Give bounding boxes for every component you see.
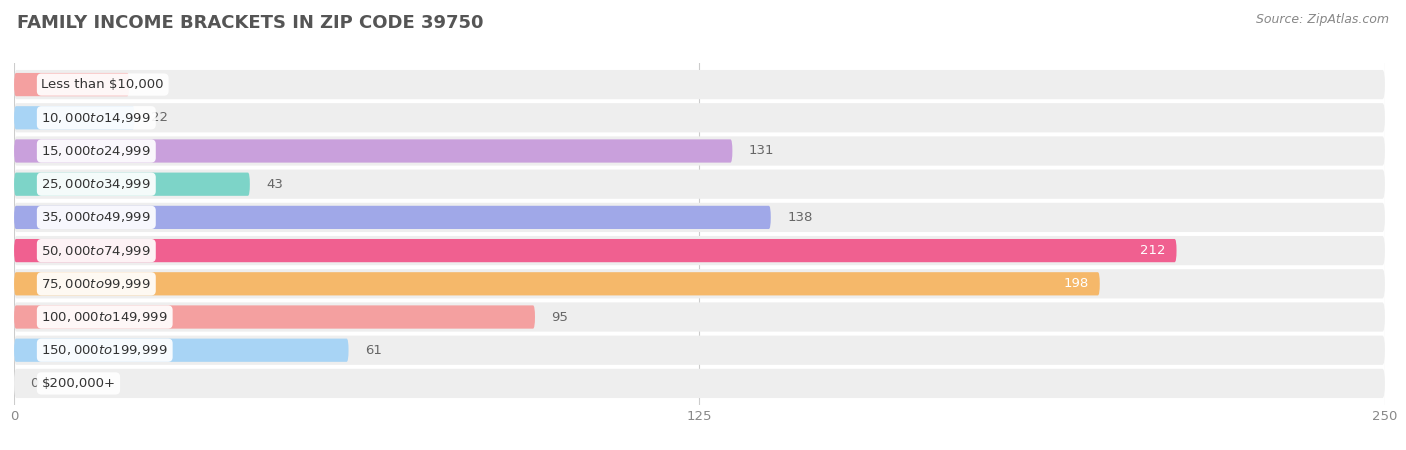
- Text: 95: 95: [551, 310, 568, 324]
- Text: 198: 198: [1063, 277, 1088, 290]
- FancyBboxPatch shape: [14, 203, 1385, 232]
- Text: 212: 212: [1140, 244, 1166, 257]
- FancyBboxPatch shape: [14, 140, 733, 162]
- Text: $100,000 to $149,999: $100,000 to $149,999: [42, 310, 167, 324]
- Text: $10,000 to $14,999: $10,000 to $14,999: [42, 111, 152, 125]
- Text: $15,000 to $24,999: $15,000 to $24,999: [42, 144, 152, 158]
- FancyBboxPatch shape: [14, 70, 1385, 99]
- FancyBboxPatch shape: [14, 369, 1385, 398]
- FancyBboxPatch shape: [14, 170, 1385, 199]
- FancyBboxPatch shape: [14, 336, 1385, 365]
- FancyBboxPatch shape: [14, 172, 250, 196]
- Text: $75,000 to $99,999: $75,000 to $99,999: [42, 277, 152, 291]
- Text: $35,000 to $49,999: $35,000 to $49,999: [42, 211, 152, 225]
- Text: Source: ZipAtlas.com: Source: ZipAtlas.com: [1256, 14, 1389, 27]
- FancyBboxPatch shape: [14, 338, 349, 362]
- Text: 131: 131: [749, 144, 775, 158]
- Text: 43: 43: [266, 178, 283, 191]
- FancyBboxPatch shape: [14, 272, 1099, 296]
- Text: 138: 138: [787, 211, 813, 224]
- Text: 22: 22: [152, 111, 169, 124]
- FancyBboxPatch shape: [14, 239, 1177, 262]
- Text: $150,000 to $199,999: $150,000 to $199,999: [42, 343, 167, 357]
- FancyBboxPatch shape: [14, 302, 1385, 332]
- FancyBboxPatch shape: [14, 73, 129, 96]
- FancyBboxPatch shape: [14, 306, 534, 328]
- Text: FAMILY INCOME BRACKETS IN ZIP CODE 39750: FAMILY INCOME BRACKETS IN ZIP CODE 39750: [17, 14, 484, 32]
- Text: $50,000 to $74,999: $50,000 to $74,999: [42, 243, 152, 257]
- Text: 0: 0: [31, 377, 39, 390]
- Text: 21: 21: [146, 78, 163, 91]
- FancyBboxPatch shape: [14, 236, 1385, 265]
- FancyBboxPatch shape: [14, 103, 1385, 132]
- Text: Less than $10,000: Less than $10,000: [42, 78, 165, 91]
- FancyBboxPatch shape: [14, 269, 1385, 298]
- Text: $25,000 to $34,999: $25,000 to $34,999: [42, 177, 152, 191]
- FancyBboxPatch shape: [14, 106, 135, 130]
- FancyBboxPatch shape: [14, 136, 1385, 166]
- FancyBboxPatch shape: [14, 206, 770, 229]
- Text: 61: 61: [366, 344, 382, 357]
- Text: $200,000+: $200,000+: [42, 377, 115, 390]
